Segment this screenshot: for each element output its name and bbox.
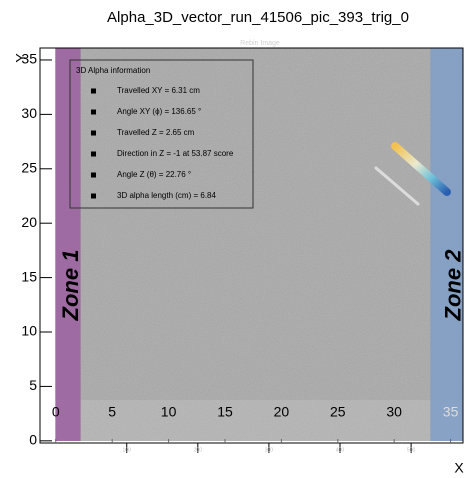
- bullet: [91, 110, 96, 115]
- subtitle: Rebin Image: [240, 40, 280, 47]
- y-tick-label: 10: [21, 323, 37, 339]
- x-tick-label: 200: [194, 447, 203, 453]
- info-title: 3D Alpha information: [76, 66, 150, 75]
- bullet: [91, 152, 96, 157]
- zone-label: Zone 2: [440, 249, 465, 322]
- x-axis-label: X: [454, 460, 464, 476]
- y-tick-label: 35: [21, 51, 37, 67]
- info-line: 3D alpha length (cm) = 6.84: [117, 191, 216, 200]
- image-x-tick-label: 5: [108, 404, 116, 420]
- image-x-tick-label: 0: [52, 404, 60, 420]
- zone-label: Zone 1: [58, 250, 83, 322]
- bullet: [91, 131, 96, 136]
- image-x-tick-label: 30: [386, 404, 402, 420]
- info-line: Travelled XY = 6.31 cm: [117, 86, 200, 95]
- x-tick-label: 400: [336, 447, 345, 453]
- y-tick-label: 30: [21, 105, 37, 121]
- zone: [430, 48, 463, 441]
- y-tick-label: 15: [21, 268, 37, 284]
- zone: [56, 48, 81, 441]
- y-tick-label: 0: [29, 432, 37, 448]
- info-line: Angle Z (θ) = 22.76 °: [117, 170, 191, 179]
- y-tick-label: 20: [21, 214, 37, 230]
- image-x-tick-label: 35: [443, 404, 459, 420]
- x-tick-label: 300: [265, 447, 274, 453]
- chart: Alpha_3D_vector_run_41506_pic_393_trig_0…: [0, 0, 471, 478]
- x-tick-label: 500: [407, 447, 416, 453]
- bullet: [91, 173, 96, 178]
- info-line: Angle XY (ϕ) = 136.65 °: [117, 107, 201, 116]
- info-line: Travelled Z = 2.65 cm: [117, 128, 195, 137]
- image-x-tick-label: 20: [274, 404, 290, 420]
- chart-title: Alpha_3D_vector_run_41506_pic_393_trig_0: [107, 9, 409, 26]
- image-x-tick-label: 15: [217, 404, 233, 420]
- image-x-tick-label: 10: [161, 404, 177, 420]
- y-tick-label: 5: [29, 377, 37, 393]
- bullet: [91, 89, 96, 94]
- image-x-tick-label: 25: [330, 404, 346, 420]
- y-tick-label: 25: [21, 159, 37, 175]
- bullet: [91, 194, 96, 199]
- x-tick-label: 100: [123, 447, 132, 453]
- info-line: Direction in Z = -1 at 53.87 score: [117, 149, 234, 158]
